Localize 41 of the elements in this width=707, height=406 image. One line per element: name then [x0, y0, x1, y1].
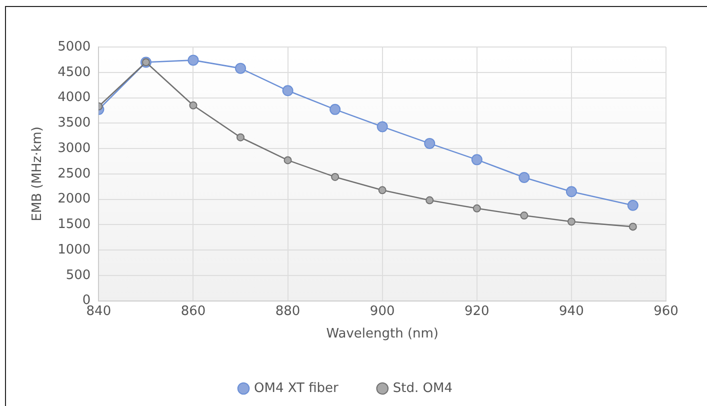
- x-tick-label: 960: [654, 304, 678, 319]
- x-tick-label: 920: [464, 304, 490, 319]
- point: [378, 186, 386, 194]
- point: [472, 204, 481, 212]
- point: [282, 85, 294, 96]
- y-tick-label: 1000: [58, 242, 91, 258]
- point: [189, 101, 198, 110]
- y-tick-label: 3500: [58, 116, 91, 131]
- point: [284, 156, 292, 164]
- x-tick-label: 900: [370, 304, 395, 319]
- y-tick-label: 3000: [58, 140, 91, 156]
- point: [567, 218, 576, 226]
- point: [471, 154, 482, 166]
- point: [424, 138, 436, 149]
- point: [330, 104, 341, 115]
- x-tick-label: 940: [559, 304, 584, 319]
- x-tick-label: 880: [275, 304, 300, 319]
- point: [188, 54, 199, 66]
- legend-label: Std. OM4: [392, 380, 452, 396]
- point: [628, 222, 637, 231]
- point: [627, 200, 638, 211]
- y-tick-label: 1500: [58, 217, 91, 232]
- point: [566, 186, 577, 198]
- y-tick-label: 4500: [58, 64, 91, 80]
- point: [518, 172, 530, 183]
- y-tick-label: 5000: [58, 39, 91, 54]
- point: [520, 212, 528, 220]
- y-tick-label: 500: [66, 268, 91, 283]
- point: [331, 172, 340, 181]
- x-tick-label: 860: [180, 304, 206, 319]
- y-tick-label: 2500: [58, 166, 91, 182]
- point: [236, 133, 245, 142]
- y-tick-label: 4000: [58, 90, 91, 106]
- point: [426, 196, 434, 204]
- y-tick-label: 2000: [58, 192, 91, 207]
- point: [235, 62, 246, 74]
- x-axis-title: Wavelength (nm): [326, 326, 438, 342]
- legend-label: OM4 XT fiber: [254, 380, 340, 396]
- y-axis-title: EMB (MHz·km): [30, 126, 46, 222]
- x-tick-label: 840: [86, 304, 112, 319]
- point: [376, 121, 388, 132]
